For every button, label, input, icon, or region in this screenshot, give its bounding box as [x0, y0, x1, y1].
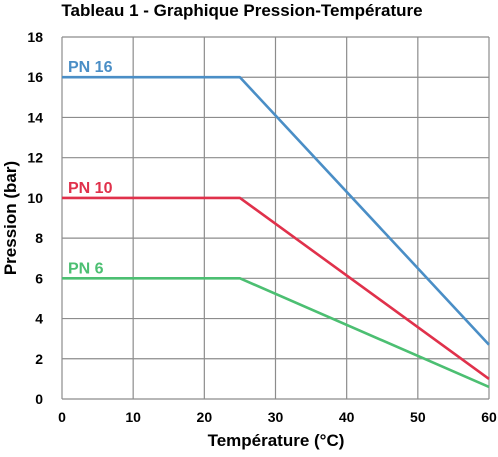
- series-labels: PN 16 PN 10 PN 6: [68, 59, 113, 277]
- y-axis-label: Pression (bar): [1, 161, 20, 275]
- chart-title: Tableau 1 - Graphique Pression-Températu…: [61, 1, 422, 20]
- series-label-pn-10: PN 10: [68, 180, 113, 197]
- y-tick-label: 2: [35, 351, 43, 367]
- x-tick-label: 30: [268, 409, 284, 425]
- x-tick-labels: 0 10 20 30 40 50 60: [58, 409, 497, 425]
- y-tick-label: 6: [35, 270, 43, 286]
- x-axis-label: Température (°C): [208, 431, 345, 450]
- series-line-pn-16: [62, 75, 490, 346]
- y-tick-label: 10: [27, 190, 43, 206]
- series-line-pn-10: [62, 196, 490, 380]
- y-tick-labels: 0 2 4 6 8 10 12 14 16 18: [27, 29, 43, 407]
- y-tick-label: 12: [27, 150, 43, 166]
- y-tick-label: 4: [35, 311, 43, 327]
- x-tick-label: 10: [125, 409, 141, 425]
- x-tick-label: 0: [58, 409, 66, 425]
- y-tick-label: 18: [27, 29, 43, 45]
- series-line-pn-6: [62, 277, 490, 389]
- x-tick-label: 40: [339, 409, 355, 425]
- x-tick-label: 60: [481, 409, 497, 425]
- y-tick-label: 14: [27, 109, 43, 125]
- x-tick-label: 20: [197, 409, 213, 425]
- y-tick-label: 16: [27, 69, 43, 85]
- grid: [61, 36, 490, 400]
- series-lines: [62, 75, 490, 389]
- y-tick-label: 0: [35, 391, 43, 407]
- y-tick-label: 8: [35, 230, 43, 246]
- series-label-pn-6: PN 6: [68, 260, 104, 277]
- x-tick-label: 50: [410, 409, 426, 425]
- series-label-pn-16: PN 16: [68, 59, 113, 76]
